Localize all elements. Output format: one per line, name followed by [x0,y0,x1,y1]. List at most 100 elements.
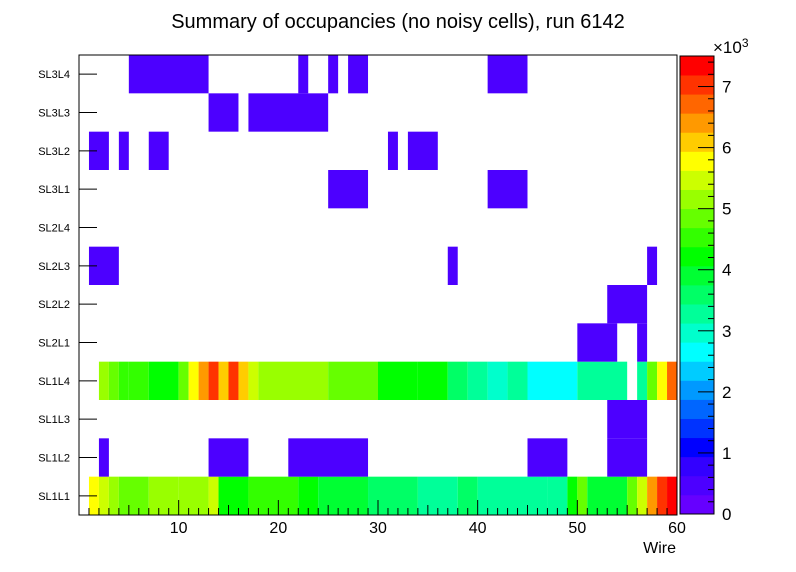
heatmap-cell [328,170,369,209]
heatmap-cell [378,361,418,400]
x-tick-label: 10 [170,520,188,537]
heatmap-cell [447,361,468,400]
heatmap-cell [667,361,677,400]
heatmap-cell [477,476,548,515]
heatmap-cell [487,170,528,209]
heatmap-cell [637,361,648,400]
palette-band [680,246,714,267]
palette-band [680,494,714,515]
z-tick-label: 2 [722,383,731,402]
heatmap-cell [108,361,119,400]
y-tick-label: SL2L2 [38,299,70,311]
heatmap-cell [188,361,199,400]
palette-band [680,456,714,477]
palette-band [680,437,714,458]
y-tick-label: SL3L4 [38,69,70,81]
y-tick-label: SL3L1 [38,184,70,196]
heatmap-cell [667,476,677,515]
heatmap-cell [178,361,189,400]
heatmap-cell [417,361,448,400]
heatmap-cell [128,361,149,400]
heatmap-cell [128,55,209,94]
heatmap-cell [328,55,339,94]
y-tick-label: SL1L4 [38,376,70,388]
x-tick-label: 30 [369,520,387,537]
heatmap-cell [238,361,249,400]
x-axis: 10 20 30 40 50 60 [88,500,686,537]
palette-band [680,113,714,133]
palette-band [680,132,714,152]
heatmap-cell [507,361,528,400]
palette-band [680,323,714,343]
palette-band [680,170,714,190]
x-axis-label: Wire [643,540,676,557]
heatmap-cell [627,476,638,515]
heatmap-cell [527,361,578,400]
heatmap-cell [607,400,648,439]
palette-band [680,361,714,381]
heatmap-cell [148,361,179,400]
heatmap-cell [527,438,568,477]
plot-frame [78,54,678,516]
heatmap-cell [108,476,119,515]
y-tick-label: SL3L3 [38,108,70,120]
palette-band [680,189,714,210]
palette-band [680,94,714,114]
y-tick-label: SL1L1 [38,491,70,503]
heatmap-cell [368,476,418,515]
x-tick-label: 50 [568,520,586,537]
heatmap-cell [577,361,628,400]
palette-band [680,304,714,324]
y-tick-label: SL1L2 [38,453,70,465]
heatmap-cell [118,476,149,515]
heatmap-cell [98,438,109,477]
palette-band [680,285,714,305]
heatmap-cell [208,93,239,132]
heatmap-cell [647,361,658,400]
heatmap-cell [607,285,648,324]
palette-band [680,265,714,286]
x-tick-label: 20 [269,520,287,537]
heatmap-cell [228,361,239,400]
heatmap-cell [218,476,249,515]
heatmap-cell [288,438,369,477]
heatmap-cell [118,131,129,170]
heatmap-cell [637,323,648,362]
heatmap-cell [467,361,488,400]
heatmap-cell [298,55,309,94]
heatmap-cell [118,361,129,400]
heatmap-cell [487,55,528,94]
heatmap-cell [208,361,219,400]
x-tick-label: 60 [668,520,686,537]
heatmap-cell [88,131,109,170]
z-tick-label: 3 [722,322,731,341]
heatmap-cell [547,476,568,515]
heatmap-cell [637,476,648,515]
heatmap-cell [218,361,229,400]
y-tick-label: SL1L3 [38,414,70,426]
palette-band [680,399,714,419]
chart-title: Summary of occupancies (no noisy cells),… [171,11,625,33]
heatmap-cell [98,476,109,515]
heatmap-cell [248,476,299,515]
heatmap-cell [178,476,209,515]
heatmap-cell [567,476,578,515]
y-tick-label: SL2L3 [38,261,70,273]
heatmap-cell [148,476,179,515]
y-tick-label: SL2L4 [38,223,70,235]
palette-band [680,418,714,439]
z-tick-label: 4 [722,261,731,280]
heatmap-cell [248,361,259,400]
palette-band [680,342,714,362]
palette-band [680,380,714,400]
z-exponent-label: ×103 [713,36,749,57]
heatmap-cell [198,361,209,400]
palette-band [680,227,714,248]
heatmap-cell [387,131,398,170]
heatmap-cell [457,476,478,515]
palette-band [680,151,714,171]
z-tick-label: 0 [722,505,731,524]
heatmap-cell [607,438,648,477]
heatmap-cell [348,55,369,94]
heatmap-cell [328,361,378,400]
